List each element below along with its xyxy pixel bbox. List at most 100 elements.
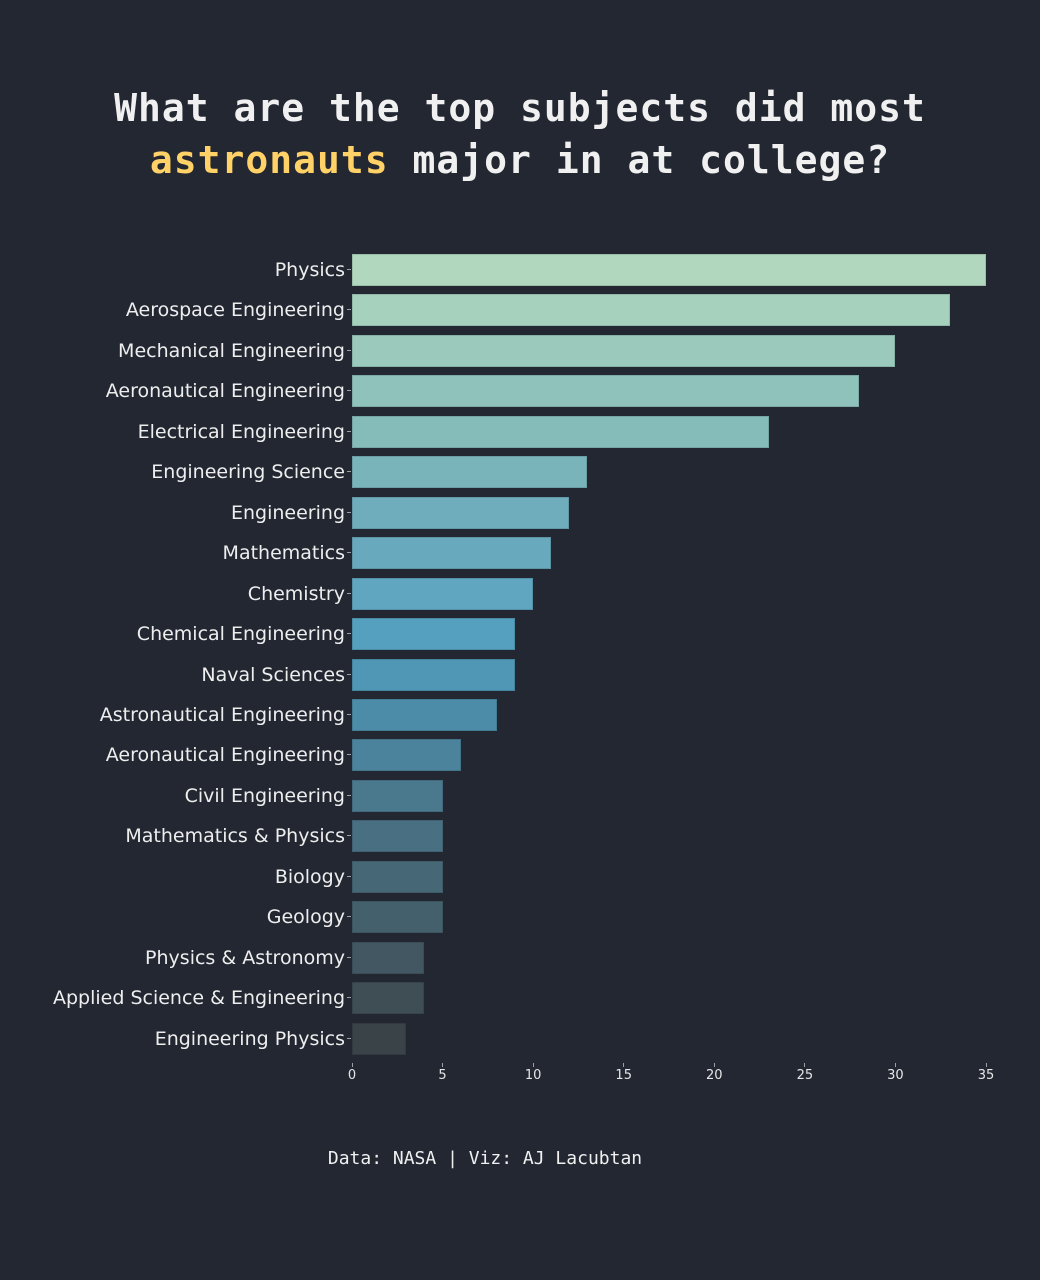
chart-title: What are the top subjects did most astro…	[0, 82, 1040, 186]
bar-label: Electrical Engineering	[137, 420, 345, 443]
y-tick-mark	[347, 875, 351, 877]
bar-row: Engineering	[0, 496, 1040, 529]
y-tick-mark	[347, 390, 351, 392]
x-tick-label: 15	[615, 1068, 632, 1083]
bar-label: Engineering	[231, 501, 345, 524]
title-line-1: What are the top subjects did most	[114, 86, 926, 130]
x-tick-mark	[442, 1063, 444, 1067]
y-tick-mark	[347, 592, 351, 594]
x-tick: 25	[785, 1063, 825, 1083]
bar-label: Astronautical Engineering	[99, 703, 345, 726]
bar-label: Naval Sciences	[201, 663, 345, 686]
bar	[352, 820, 443, 853]
bar-label: Civil Engineering	[184, 784, 345, 807]
x-tick: 35	[966, 1063, 1006, 1083]
bar	[352, 982, 425, 1015]
bar	[352, 658, 516, 691]
bar-label: Applied Science & Engineering	[52, 987, 345, 1010]
bar	[352, 577, 534, 610]
x-tick-label: 35	[977, 1068, 995, 1083]
bar-row: Mathematics	[0, 537, 1040, 570]
bar	[352, 254, 986, 286]
bar-label: Physics & Astronomy	[145, 946, 345, 969]
title-line-2-rest: major in at college?	[388, 138, 891, 182]
bar-row: Aeronautical Engineering	[0, 375, 1040, 408]
y-tick-mark	[347, 835, 351, 837]
x-tick-label: 25	[796, 1068, 814, 1083]
bar-row: Geology	[0, 901, 1040, 934]
y-tick-mark	[347, 1037, 351, 1039]
bar-row: Applied Science & Engineering	[0, 982, 1040, 1015]
bar	[352, 537, 552, 570]
y-tick-mark	[347, 471, 351, 473]
title-line-2: astronauts major in at college?	[0, 134, 1040, 186]
x-tick: 0	[332, 1063, 372, 1083]
y-tick-mark	[347, 430, 351, 432]
x-tick-mark	[532, 1063, 534, 1067]
bar	[352, 779, 443, 812]
bar-row: Engineering Science	[0, 456, 1040, 489]
y-tick-mark	[347, 997, 351, 999]
bar-row: Aeronautical Engineering	[0, 739, 1040, 772]
x-tick-label: 10	[524, 1068, 542, 1083]
bar-label: Engineering Physics	[154, 1027, 345, 1050]
bar-row: Mathematics & Physics	[0, 820, 1040, 853]
x-tick-mark	[985, 1063, 987, 1067]
bar-label: Mechanical Engineering	[118, 339, 345, 362]
bar	[352, 739, 461, 772]
y-tick-mark	[347, 754, 351, 756]
bar-row: Physics	[0, 254, 1040, 286]
y-tick-mark	[347, 633, 351, 635]
y-tick-mark	[347, 309, 351, 311]
source-credit: Data: NASA | Viz: AJ Lacubtan	[327, 1148, 643, 1169]
bar	[352, 294, 950, 327]
bar-label: Geology	[266, 906, 345, 929]
bar-label: Aerospace Engineering	[125, 299, 345, 322]
bar	[352, 860, 443, 893]
bar	[352, 496, 570, 529]
bar-label: Physics	[274, 259, 345, 281]
bar-label: Mathematics & Physics	[125, 825, 345, 848]
y-tick-mark	[347, 794, 351, 796]
x-tick: 30	[875, 1063, 915, 1083]
bar	[352, 1022, 407, 1055]
x-tick: 20	[694, 1063, 734, 1083]
bar-label: Biology	[274, 865, 345, 888]
bar-row: Mechanical Engineering	[0, 334, 1040, 367]
title-highlight: astronauts	[149, 138, 389, 182]
bar	[352, 334, 896, 367]
x-tick-label: 30	[887, 1068, 904, 1083]
bar-row: Aerospace Engineering	[0, 294, 1040, 327]
bar-row: Biology	[0, 860, 1040, 893]
y-tick-mark	[347, 349, 351, 351]
bar-row: Chemistry	[0, 577, 1040, 610]
x-tick: 10	[513, 1063, 553, 1083]
y-tick-mark	[347, 916, 351, 918]
x-tick: 5	[423, 1063, 463, 1083]
y-tick-mark	[347, 713, 351, 715]
x-tick-mark	[894, 1063, 896, 1067]
bar-label: Engineering Science	[151, 461, 345, 484]
bar	[352, 375, 860, 408]
bar-label: Aeronautical Engineering	[105, 744, 345, 767]
x-tick-label: 20	[706, 1068, 723, 1083]
bar-label: Aeronautical Engineering	[105, 380, 345, 403]
bar-row: Electrical Engineering	[0, 415, 1040, 448]
bar	[352, 698, 497, 731]
bar-row: Physics & Astronomy	[0, 941, 1040, 974]
y-tick-mark	[347, 511, 351, 513]
x-tick-label: 5	[438, 1068, 447, 1083]
bar-label: Chemistry	[247, 582, 345, 605]
x-tick-mark	[623, 1063, 625, 1067]
bar-row: Civil Engineering	[0, 779, 1040, 812]
x-tick-mark	[804, 1063, 806, 1067]
bar	[352, 618, 516, 651]
bar-row: Engineering Physics	[0, 1022, 1040, 1055]
bar	[352, 941, 425, 974]
x-tick-mark	[351, 1063, 353, 1067]
bar-label: Mathematics	[222, 542, 345, 565]
bar-label: Chemical Engineering	[136, 623, 345, 646]
bar-row: Naval Sciences	[0, 658, 1040, 691]
x-tick: 15	[604, 1063, 644, 1083]
